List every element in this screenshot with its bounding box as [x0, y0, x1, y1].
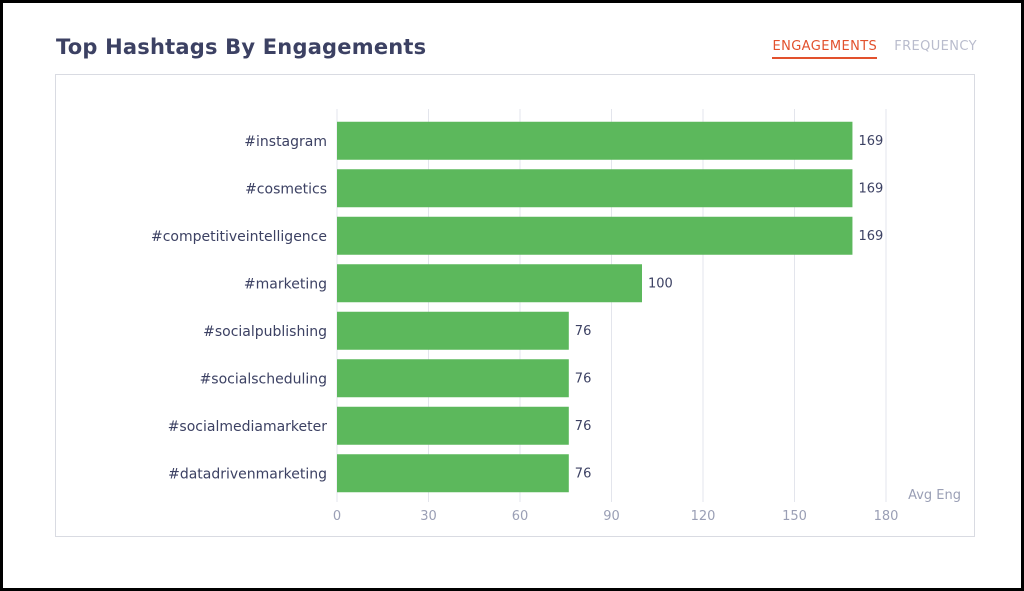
category-labels: #instagram #cosmetics #competitiveintellig… [151, 134, 327, 483]
bar[interactable] [337, 121, 853, 160]
x-tick-label: 150 [782, 509, 807, 524]
value-label: 169 [858, 229, 883, 244]
x-tick-label: 60 [512, 509, 529, 524]
category-label: #instagram [244, 134, 327, 150]
value-label: 169 [858, 181, 883, 196]
x-tick-label: 120 [691, 509, 716, 524]
bar[interactable] [337, 264, 642, 303]
bar-chart: #instagram #cosmetics #competitiveintellig… [151, 109, 961, 524]
category-label: #marketing [244, 276, 327, 292]
bar[interactable] [337, 216, 853, 255]
x-tick-label: 90 [603, 509, 620, 524]
x-tick-labels: 0 30 60 90 120 150 180 [333, 509, 899, 524]
metric-tabs: ENGAGEMENTS FREQUENCY [772, 39, 977, 59]
value-label: 169 [858, 134, 883, 149]
value-label: 100 [648, 276, 673, 291]
category-label: #datadrivenmarketing [168, 466, 327, 482]
x-axis-title: Avg Eng [908, 488, 961, 503]
value-label: 76 [575, 371, 592, 386]
chart-title: Top Hashtags By Engagements [56, 35, 427, 59]
value-label: 76 [575, 466, 592, 481]
bars [337, 121, 853, 493]
value-label: 76 [575, 324, 592, 339]
bar[interactable] [337, 311, 569, 350]
category-label: #competitiveintelligence [151, 229, 327, 245]
value-labels: 169 169 169 100 76 76 76 76 [575, 134, 883, 482]
category-label: #socialpublishing [203, 324, 327, 340]
x-tick-label: 0 [333, 509, 341, 524]
category-label: #socialmediamarketer [168, 419, 328, 435]
bar[interactable] [337, 454, 569, 493]
bar[interactable] [337, 359, 569, 398]
chart-area: #instagram #cosmetics #competitiveintellig… [55, 74, 975, 537]
tab-frequency[interactable]: FREQUENCY [894, 39, 977, 54]
category-label: #cosmetics [245, 181, 327, 197]
tab-engagements[interactable]: ENGAGEMENTS [772, 39, 878, 59]
bar[interactable] [337, 406, 569, 445]
category-label: #socialscheduling [200, 371, 327, 387]
bar[interactable] [337, 169, 853, 208]
value-label: 76 [575, 419, 592, 434]
x-tick-label: 30 [420, 509, 437, 524]
x-tick-label: 180 [874, 509, 899, 524]
